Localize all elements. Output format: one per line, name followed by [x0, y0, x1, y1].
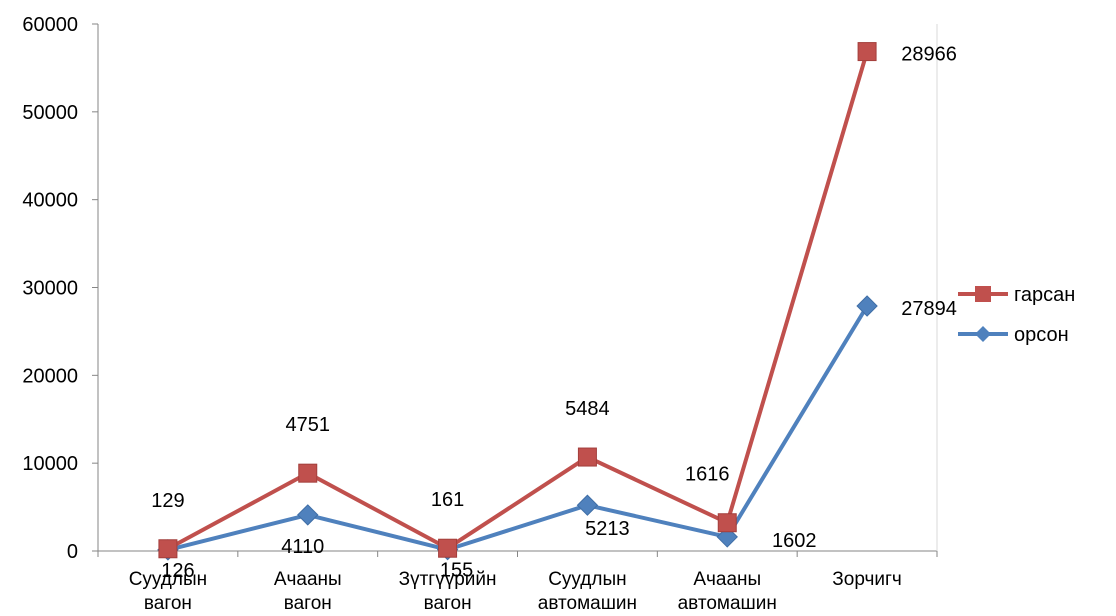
- data-label-orson: 155: [440, 560, 473, 582]
- data-label-garsan: 28966: [901, 44, 957, 66]
- x-category-label: Ачааны автомашин: [678, 569, 777, 611]
- data-point-garsan: [298, 463, 318, 483]
- x-category-label: Суудлын автомашин: [538, 569, 637, 611]
- data-point-garsan: [717, 513, 737, 533]
- x-category-label: Зорчигч: [832, 569, 902, 590]
- y-tick-label: 40000: [22, 190, 78, 212]
- y-tick-label: 20000: [22, 365, 78, 387]
- x-category-label: Зүтгүүрийн вагон: [399, 569, 497, 611]
- data-point-garsan: [438, 538, 458, 558]
- data-label-garsan: 161: [431, 489, 464, 511]
- data-label-orson: 1602: [772, 530, 817, 552]
- data-point-garsan: [577, 447, 597, 467]
- data-label-orson: 4110: [281, 536, 324, 558]
- data-label-orson: 27894: [901, 298, 957, 320]
- y-tick-label: 0: [67, 541, 78, 563]
- data-point-garsan: [158, 539, 178, 559]
- y-tick-label: 50000: [22, 102, 78, 124]
- data-point-orson: [856, 295, 878, 317]
- legend-marker-garsan: [975, 286, 991, 302]
- y-tick-label: 30000: [22, 278, 78, 300]
- data-label-orson: 126: [161, 560, 194, 582]
- data-point-garsan: [857, 42, 877, 62]
- data-label-garsan: 4751: [286, 414, 331, 436]
- data-label-garsan: 129: [151, 490, 184, 512]
- series-line-orson: [167, 304, 869, 552]
- y-tick-label: 10000: [22, 453, 78, 475]
- x-category-label: Ачааны вагон: [274, 569, 342, 611]
- x-category-label: Суудлын вагон: [129, 569, 207, 611]
- data-label-garsan: 5484: [565, 398, 610, 420]
- data-label-garsan: 1616: [685, 464, 730, 486]
- legend-label-garsan: гарсан: [1014, 284, 1075, 306]
- legend-marker-orson: [975, 326, 991, 342]
- legend-label-orson: орсон: [1014, 324, 1069, 346]
- data-point-orson: [297, 504, 319, 526]
- data-label-orson: 5213: [585, 518, 630, 540]
- data-point-orson: [576, 494, 599, 516]
- series-line-garsan: [166, 51, 870, 551]
- y-tick-label: 60000: [22, 14, 78, 36]
